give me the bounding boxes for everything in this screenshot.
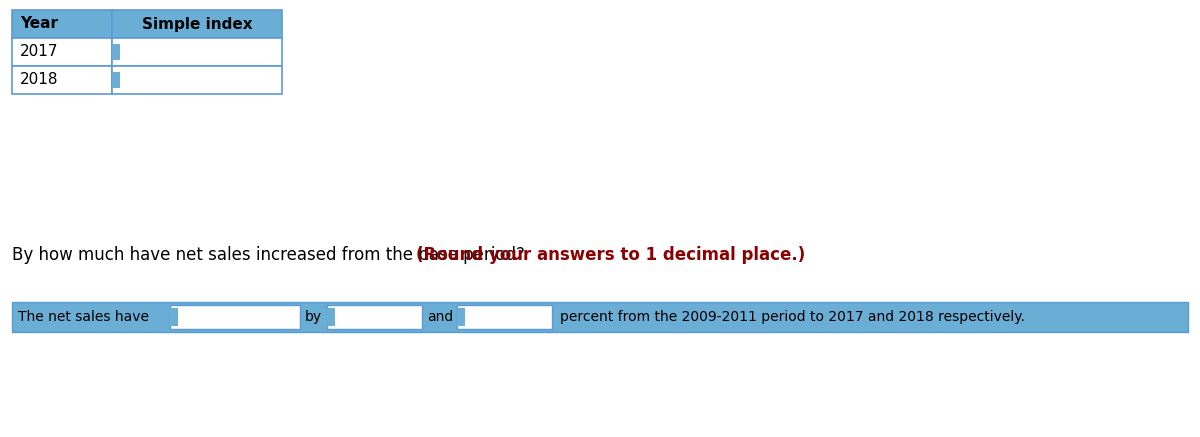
FancyBboxPatch shape (170, 305, 300, 329)
FancyBboxPatch shape (457, 308, 466, 326)
Text: 2017: 2017 (20, 45, 59, 59)
Text: Year: Year (20, 17, 58, 31)
FancyBboxPatch shape (326, 308, 335, 326)
Text: percent from the 2009-2011 period to 2017 and 2018 respectively.: percent from the 2009-2011 period to 201… (560, 310, 1025, 324)
FancyBboxPatch shape (457, 305, 552, 329)
Text: and: and (427, 310, 454, 324)
FancyBboxPatch shape (112, 10, 282, 38)
FancyBboxPatch shape (12, 38, 112, 66)
FancyBboxPatch shape (12, 302, 1188, 332)
Text: (Round your answers to 1 decimal place.): (Round your answers to 1 decimal place.) (416, 246, 805, 264)
FancyBboxPatch shape (170, 308, 178, 326)
Text: by: by (305, 310, 322, 324)
Text: Simple index: Simple index (142, 17, 252, 31)
FancyBboxPatch shape (112, 66, 282, 94)
FancyBboxPatch shape (112, 72, 120, 88)
FancyBboxPatch shape (12, 66, 112, 94)
FancyBboxPatch shape (12, 10, 112, 38)
FancyBboxPatch shape (112, 38, 282, 66)
Text: 2018: 2018 (20, 73, 59, 87)
FancyBboxPatch shape (112, 44, 120, 60)
Text: By how much have net sales increased from the base period?: By how much have net sales increased fro… (12, 246, 530, 264)
FancyBboxPatch shape (326, 305, 422, 329)
Text: The net sales have: The net sales have (18, 310, 149, 324)
